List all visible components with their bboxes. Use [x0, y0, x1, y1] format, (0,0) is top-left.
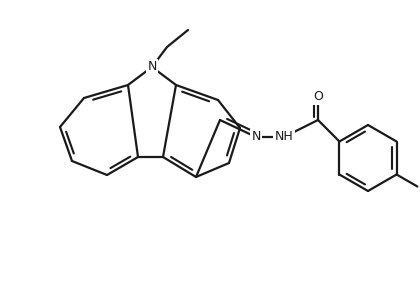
Text: O: O — [313, 91, 323, 103]
Text: N: N — [147, 60, 157, 74]
Text: N: N — [251, 131, 261, 144]
Text: NH: NH — [275, 131, 294, 144]
